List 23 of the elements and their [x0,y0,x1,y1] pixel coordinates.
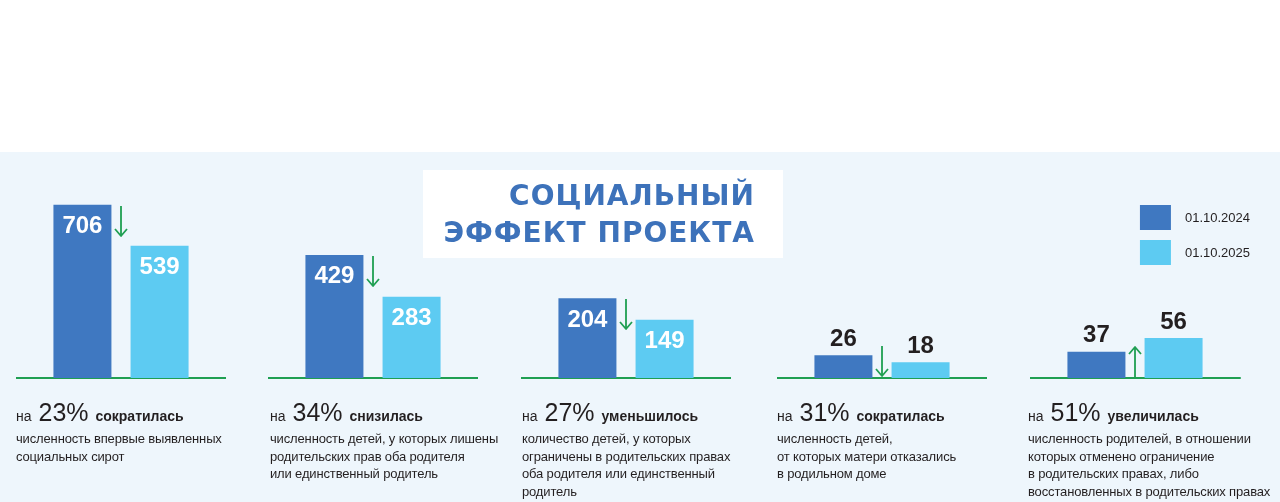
text: количество детей, у которых ограничены в родительских правах оба родителя или единственный родитель [522,430,731,500]
text: численность детей, у которых лишены родительских прав оба родителя или единственный родитель [270,430,499,483]
text: на 27% уменьшилось [522,398,700,428]
text: на 31% сократилась [777,398,946,428]
text: на 34% снизилась [270,398,424,428]
data-label: 539 [139,252,180,280]
text: на 51% увеличилась [1028,398,1200,428]
text: численность детей, от которых матери отказались в родильном доме [777,430,957,483]
data-label: 204 [567,304,609,332]
data-label: 56 [1160,306,1187,334]
data-label: 37 [1083,320,1110,348]
data-label: 706 [62,211,103,239]
text: численность родителей, в отношении которых отменено ограничение в родительских правах, либо восстановленных в родительских правах [1028,430,1271,500]
text: численность впервые выявленных социальных сирот [16,430,222,465]
legend-label: 01.10.2025 [1184,245,1251,260]
data-label: 18 [907,330,934,358]
legend-label: 01.10.2024 [1184,210,1251,225]
data-label: 283 [391,303,432,331]
text: СОЦИАЛЬНЫЙ ЭФФЕКТ ПРОЕКТА [442,177,755,251]
data-label: 26 [830,323,857,351]
data-label: 149 [644,326,685,354]
text: на 23% сократилась [16,398,185,428]
data-label: 429 [314,261,355,289]
